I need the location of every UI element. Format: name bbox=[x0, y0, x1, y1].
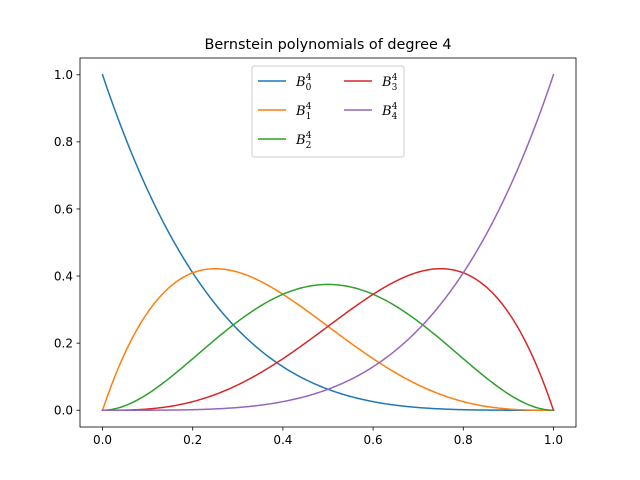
x-tick-label: 0.0 bbox=[93, 433, 112, 447]
axes: 0.0 0.2 0.4 0.6 0.8 1.0 0.0 0.2 0.4 0.6 0.8 1.0 bbox=[54, 57, 577, 447]
series-line-b3 bbox=[101, 267, 555, 412]
chart-title: Bernstein polynomials of degree 4 bbox=[204, 37, 451, 53]
legend-label-b2: B24 bbox=[295, 131, 312, 151]
axes-frame bbox=[79, 57, 577, 428]
x-tick-label: 0.2 bbox=[183, 433, 202, 447]
x-tick-label: 0.6 bbox=[364, 433, 383, 447]
legend-box bbox=[251, 65, 405, 158]
x-tick-label: 1.0 bbox=[544, 433, 563, 447]
y-tick-label: 0.4 bbox=[54, 269, 73, 283]
series-line-b4 bbox=[101, 73, 555, 411]
series-line-b2 bbox=[101, 283, 555, 411]
legend: B04 B14 B24 B34 B44 bbox=[251, 65, 405, 158]
y-tick-label: 0.6 bbox=[54, 202, 73, 216]
x-tick-label: 0.4 bbox=[273, 433, 292, 447]
y-tick-label: 0.8 bbox=[54, 135, 73, 149]
y-tick-label: 0.2 bbox=[54, 336, 73, 350]
plot-area bbox=[101, 73, 555, 412]
x-tick-label: 0.8 bbox=[454, 433, 473, 447]
legend-label-b1: B14 bbox=[295, 102, 312, 122]
legend-label-b0: B04 bbox=[295, 73, 312, 93]
y-tick-label: 1.0 bbox=[54, 68, 73, 82]
legend-label-b4: B44 bbox=[381, 102, 398, 122]
legend-label-b3: B34 bbox=[381, 73, 398, 93]
y-tick-label: 0.0 bbox=[54, 404, 73, 418]
